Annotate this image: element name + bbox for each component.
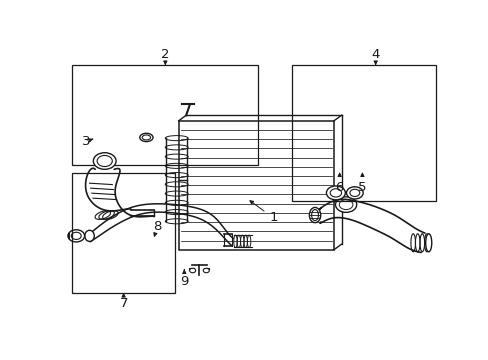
Text: 7: 7	[119, 294, 128, 310]
Bar	[72, 174, 175, 293]
Text: 4: 4	[371, 48, 379, 64]
Ellipse shape	[425, 234, 431, 252]
Circle shape	[329, 189, 341, 197]
Circle shape	[93, 153, 116, 169]
Ellipse shape	[140, 133, 153, 141]
Text: 3: 3	[81, 135, 93, 148]
Circle shape	[339, 199, 352, 210]
Circle shape	[189, 268, 195, 273]
Circle shape	[326, 186, 345, 200]
Ellipse shape	[142, 135, 150, 140]
Text: 6: 6	[335, 173, 343, 194]
Text: 1: 1	[249, 201, 277, 224]
Bar	[292, 66, 435, 201]
Circle shape	[346, 187, 363, 199]
Text: 5: 5	[357, 173, 366, 194]
Circle shape	[203, 268, 209, 273]
Bar	[72, 66, 258, 165]
Text: 9: 9	[180, 270, 188, 288]
Text: 8: 8	[153, 220, 162, 236]
Circle shape	[335, 197, 356, 212]
Ellipse shape	[311, 210, 318, 221]
Circle shape	[68, 230, 84, 242]
Circle shape	[349, 189, 359, 197]
Ellipse shape	[84, 230, 94, 242]
Circle shape	[71, 232, 81, 239]
Ellipse shape	[309, 207, 320, 223]
Text: 2: 2	[161, 48, 169, 64]
Circle shape	[97, 156, 112, 167]
Bar	[178, 121, 333, 250]
